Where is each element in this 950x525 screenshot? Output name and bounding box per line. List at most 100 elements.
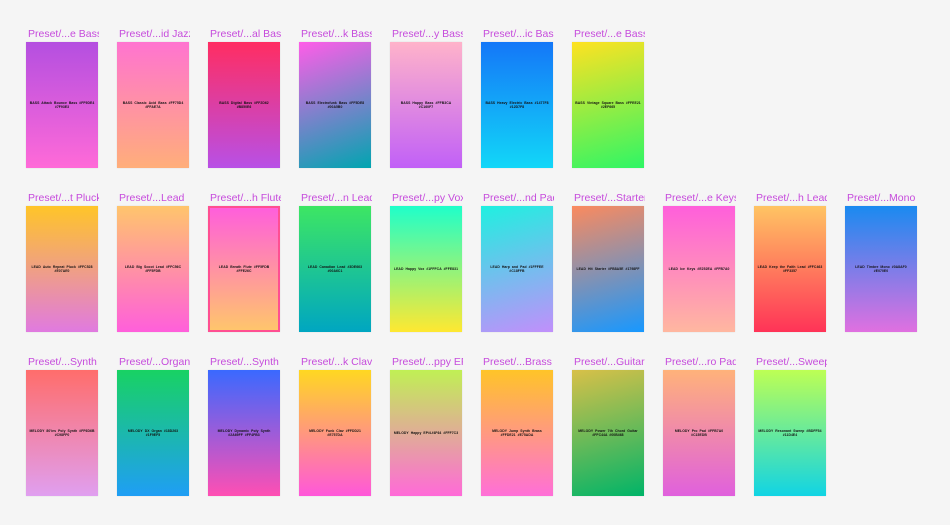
preset-title: Preset/...nd Pad: [483, 192, 554, 204]
preset-swatch-label: LEAD Hit Starter #FB8A5E #1798FF: [576, 267, 640, 271]
preset-swatch[interactable]: MELODY Power 7th Chord Guitar #FFC44A #0…: [572, 370, 644, 496]
preset-swatch[interactable]: BASS Heavy Electric Bass #1477F8 #12D7F8: [481, 42, 553, 168]
preset-card[interactable]: Preset/...h Flute LEAD Breath Flute #FF5F…: [208, 190, 281, 332]
preset-swatch-label: BASS Attack Bounce Bass #FF9DE4 #7F93E3: [29, 101, 95, 109]
preset-card[interactable]: Preset/...e Bass BASS Vintage Square Bass…: [572, 26, 645, 168]
preset-swatch-label: LEAD Ice Keys #E252EA #FFB7A0: [668, 267, 730, 271]
preset-title: Preset/...Guitar: [574, 356, 645, 368]
preset-card[interactable]: Preset/...e Keys LEAD Ice Keys #E252EA #F…: [663, 190, 736, 332]
preset-swatch-label: LEAD Auto Repeat Pluck #FFC528 #E07AE0: [31, 265, 93, 273]
preset-card[interactable]: Preset/...py Vox LEAD Happy Vox #1FFFCA #…: [390, 190, 463, 332]
preset-title: Preset/...h Flute: [210, 192, 281, 204]
preset-card[interactable]: Preset/...Synth MELODY Dynamic Poly Synth…: [208, 354, 281, 496]
preset-title: Preset/...y Bass: [392, 28, 463, 40]
preset-swatch-label: MELODY 80'ies Poly Synth #FF6D6B #C98FF0: [29, 429, 95, 437]
preset-swatch-label: LEAD Timbre Mono #0A8AF0 #E070E0: [855, 265, 907, 273]
preset-title: Preset/...t Pluck: [28, 192, 99, 204]
preset-swatch[interactable]: LEAD Auto Repeat Pluck #FFC528 #E07AE0: [26, 206, 98, 332]
preset-swatch[interactable]: LEAD Canadian Lead #3DE663 #00A6C1: [299, 206, 371, 332]
preset-title: Preset/...Organ: [119, 356, 190, 368]
preset-swatch[interactable]: LEAD Breath Flute #FF5FDB #FFE26C: [208, 206, 280, 332]
preset-title: Preset/...h Lead: [756, 192, 827, 204]
preset-card[interactable]: Preset/...id Jazz BASS Classic Acid Bass …: [117, 26, 190, 168]
preset-swatch[interactable]: MELODY Resonant Sweep #BDFF54 #11D4E4: [754, 370, 826, 496]
preset-card[interactable]: Preset/...ic Bass BASS Heavy Electric Bas…: [481, 26, 554, 168]
preset-swatch[interactable]: BASS Attack Bounce Bass #FF9DE4 #7F93E3: [26, 42, 98, 168]
preset-swatch-label: MELODY Funk Clav #FFDD21 #E757DA: [309, 429, 361, 437]
preset-card[interactable]: Preset/...k Clav MELODY Funk Clav #FFDD21…: [299, 354, 372, 496]
preset-title: Preset/...Synth: [28, 356, 97, 368]
preset-card[interactable]: Preset/...Starter LEAD Hit Starter #FB8A5…: [572, 190, 645, 332]
preset-swatch[interactable]: MELODY 80'ies Poly Synth #FF6D6B #C98FF0: [26, 370, 98, 496]
preset-swatch[interactable]: MELODY Happy EP#Lf4F64 #FFF7C3: [390, 370, 462, 496]
preset-swatch-label: MELODY Jump Synth Brass #FFDE21 #E75ADA: [492, 429, 542, 437]
preset-card[interactable]: Preset/...Guitar MELODY Power 7th Chord G…: [572, 354, 645, 496]
preset-card[interactable]: Preset/...nd Pad LEAD Harp and Pad #1FFFE…: [481, 190, 554, 332]
preset-card[interactable]: Preset/...n Lead LEAD Canadian Lead #3DE6…: [299, 190, 372, 332]
preset-title: Preset/...k Clav: [301, 356, 372, 368]
preset-title: Preset/...ppy EP: [392, 356, 463, 368]
preset-card[interactable]: Preset/...Mono LEAD Timbre Mono #0A8AF0 #…: [845, 190, 918, 332]
preset-swatch-label: LEAD Happy Vox #1FFFCA #FFE831: [393, 267, 459, 271]
preset-title: Preset/...Mono: [847, 192, 916, 204]
preset-card[interactable]: Preset/...Synth MELODY 80'ies Poly Synth …: [26, 354, 99, 496]
preset-title: Preset/...Lead: [119, 192, 185, 204]
preset-swatch-label: MELODY Power 7th Chord Guitar #FFC44A #0…: [578, 429, 638, 437]
preset-swatch-label: LEAD Keep the Faith Lead #FFC463 #FF3357: [757, 265, 823, 273]
preset-swatch-label: LEAD Breath Flute #FF5FDB #FFE26C: [218, 265, 270, 273]
preset-swatch[interactable]: LEAD Big Scoot Lead #FFC56C #FF5FDB: [117, 206, 189, 332]
preset-swatch-label: LEAD Canadian Lead #3DE663 #00A6C1: [307, 265, 363, 273]
preset-swatch-label: BASS Classic Acid Bass #FF75D4 #FFAE7A: [122, 101, 184, 109]
preset-card[interactable]: Preset/...k Bass BASS Electrofunk Bass #F…: [299, 26, 372, 168]
preset-title: Preset/...ic Bass: [483, 28, 554, 40]
preset-title: Preset/...ro Pad: [665, 356, 736, 368]
preset-card[interactable]: Preset/...ro Pad MELODY Pro Pad #FFB7A0 #…: [663, 354, 736, 496]
preset-card[interactable]: Preset/...Lead LEAD Big Scoot Lead #FFC56…: [117, 190, 190, 332]
preset-card[interactable]: Preset/...al Bass BASS Digital Bass #FF2D…: [208, 26, 281, 168]
preset-swatch[interactable]: LEAD Harp and Pad #1FFFEE #C18FFB: [481, 206, 553, 332]
preset-swatch-label: BASS Happy Bass #FFB3CA #C160F7: [400, 101, 452, 109]
preset-swatch-label: MELODY Dynamic Poly Synth #2A69FF #FF4FB…: [217, 429, 271, 437]
preset-swatch[interactable]: LEAD Keep the Faith Lead #FFC463 #FF3357: [754, 206, 826, 332]
preset-title: Preset/...id Jazz: [119, 28, 190, 40]
preset-swatch[interactable]: BASS Happy Bass #FFB3CA #C160F7: [390, 42, 462, 168]
preset-swatch[interactable]: MELODY Pro Pad #FFB7A0 #C15EDB: [663, 370, 735, 496]
preset-swatch-label: BASS Digital Bass #FF2D62 #B850E6: [219, 101, 269, 109]
preset-title: Preset/...e Bass: [574, 28, 645, 40]
preset-swatch[interactable]: MELODY Dynamic Poly Synth #2A69FF #FF4FB…: [208, 370, 280, 496]
preset-swatch[interactable]: BASS Vintage Square Bass #FFEE21 #2EF665: [572, 42, 644, 168]
preset-title: Preset/...n Lead: [301, 192, 372, 204]
preset-card[interactable]: Preset/...Brass MELODY Jump Synth Brass #…: [481, 354, 554, 496]
preset-swatch[interactable]: MELODY Funk Clav #FFDD21 #E757DA: [299, 370, 371, 496]
preset-card[interactable]: Preset/...Organ MELODY DX Organ #18D263 #…: [117, 354, 190, 496]
preset-swatch[interactable]: LEAD Happy Vox #1FFFCA #FFE831: [390, 206, 462, 332]
preset-title: Preset/...Synth: [210, 356, 279, 368]
preset-card[interactable]: Preset/...h Lead LEAD Keep the Faith Lead…: [754, 190, 827, 332]
preset-card[interactable]: Preset/...y Bass BASS Happy Bass #FFB3CA …: [390, 26, 463, 168]
preset-card[interactable]: Preset/...t Pluck LEAD Auto Repeat Pluck …: [26, 190, 99, 332]
preset-swatch[interactable]: BASS Electrofunk Bass #FF5DE8 #00A5B0: [299, 42, 371, 168]
preset-swatch[interactable]: LEAD Ice Keys #E252EA #FFB7A0: [663, 206, 735, 332]
preset-swatch-label: MELODY Happy EP#Lf4F64 #FFF7C3: [393, 431, 459, 435]
preset-title: Preset/...py Vox: [392, 192, 463, 204]
preset-swatch-label: BASS Heavy Electric Bass #1477F8 #12D7F8: [485, 101, 549, 109]
preset-swatch[interactable]: LEAD Hit Starter #FB8A5E #1798FF: [572, 206, 644, 332]
preset-title: Preset/...Starter: [574, 192, 645, 204]
preset-title: Preset/...Brass: [483, 356, 552, 368]
preset-swatch[interactable]: BASS Digital Bass #FF2D62 #B850E6: [208, 42, 280, 168]
preset-card[interactable]: Preset/...Sweep MELODY Resonant Sweep #BD…: [754, 354, 827, 496]
preset-title: Preset/...al Bass: [210, 28, 281, 40]
preset-swatch[interactable]: MELODY DX Organ #18D263 #1F9EF5: [117, 370, 189, 496]
preset-swatch[interactable]: BASS Classic Acid Bass #FF75D4 #FFAE7A: [117, 42, 189, 168]
preset-swatch-label: LEAD Harp and Pad #1FFFEE #C18FFB: [490, 265, 544, 273]
preset-swatch[interactable]: LEAD Timbre Mono #0A8AF0 #E070E0: [845, 206, 917, 332]
preset-card[interactable]: Preset/...e Bass BASS Attack Bounce Bass …: [26, 26, 99, 168]
preset-swatch-label: BASS Electrofunk Bass #FF5DE8 #00A5B0: [305, 101, 365, 109]
preset-card[interactable]: Preset/...ppy EP MELODY Happy EP#Lf4F64 #…: [390, 354, 463, 496]
preset-title: Preset/...e Bass: [28, 28, 99, 40]
preset-swatch-label: MELODY Pro Pad #FFB7A0 #C15EDB: [674, 429, 724, 437]
preset-swatch-label: LEAD Big Scoot Lead #FFC56C #FF5FDB: [124, 265, 182, 273]
preset-title: Preset/...Sweep: [756, 356, 827, 368]
preset-swatch-label: MELODY Resonant Sweep #BDFF54 #11D4E4: [758, 429, 822, 437]
preset-swatch[interactable]: MELODY Jump Synth Brass #FFDE21 #E75ADA: [481, 370, 553, 496]
